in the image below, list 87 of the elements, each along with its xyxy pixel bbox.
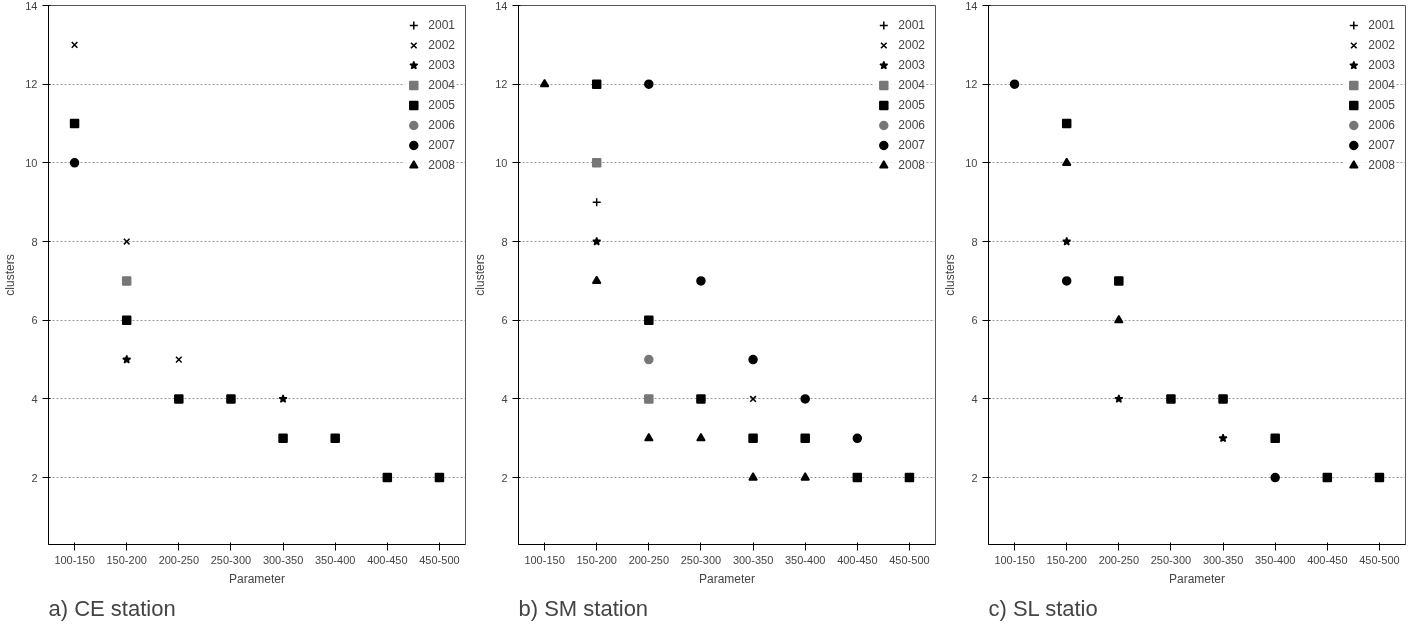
x-tick-label: 150-200 xyxy=(106,553,147,566)
legend-label: 2005 xyxy=(1368,97,1395,113)
x-axis-title: Parameter xyxy=(1168,571,1226,586)
x-tick-label: 100-150 xyxy=(524,553,565,566)
legend-label: 2004 xyxy=(1368,77,1395,93)
x-tick-label: 200-250 xyxy=(1098,553,1139,566)
text: a) CE station xyxy=(48,595,176,621)
legend-label: 2005 xyxy=(428,97,455,113)
legend-label: 2008 xyxy=(898,157,925,173)
point xyxy=(69,158,80,168)
y-tick-label: 2 xyxy=(971,471,978,484)
x-tick-label: 400-450 xyxy=(837,553,878,566)
legend-label: 2002 xyxy=(1368,37,1395,53)
legend-label: 2007 xyxy=(428,137,455,153)
x-tick-label: 300-350 xyxy=(732,553,774,566)
legend-label: 2008 xyxy=(1368,157,1395,173)
point xyxy=(226,394,236,404)
y-tick-label: 14 xyxy=(25,0,38,12)
y-tick-label: 8 xyxy=(501,235,508,248)
y-axis-title: clusters xyxy=(3,254,18,296)
legend-label: 2001 xyxy=(428,17,455,33)
legend-label: 2003 xyxy=(428,57,455,73)
x-tick-label: 450-500 xyxy=(1359,553,1400,566)
y-tick-label: 14 xyxy=(965,0,978,12)
legend-label: 2002 xyxy=(428,37,455,53)
legend-label: 2006 xyxy=(1368,117,1395,133)
y-tick-label: 14 xyxy=(495,0,508,12)
y-axis-title: clusters xyxy=(943,254,958,296)
y-tick-label: 6 xyxy=(31,314,38,327)
x-tick-label: 350-400 xyxy=(1255,553,1296,566)
x-tick-label: 300-350 xyxy=(262,553,304,566)
x-axis-title: Parameter xyxy=(228,571,286,586)
y-tick-label: 2 xyxy=(31,471,38,484)
legend-label: 2005 xyxy=(898,97,925,113)
x-tick-label: 250-300 xyxy=(210,553,252,566)
point xyxy=(278,433,288,444)
y-tick-label: 8 xyxy=(31,235,38,248)
legend-label: 2007 xyxy=(1368,137,1395,153)
x-tick-label: 100-150 xyxy=(54,553,95,566)
x-tick-label: 100-150 xyxy=(994,553,1035,566)
y-tick-label: 10 xyxy=(495,156,508,169)
y-tick-label: 12 xyxy=(495,78,508,91)
legend-label: 2006 xyxy=(898,117,925,133)
y-axis-title: clusters xyxy=(473,254,488,296)
x-tick-label: 150-200 xyxy=(1046,553,1087,566)
legend-label: 2003 xyxy=(898,57,925,73)
y-tick-label: 2 xyxy=(501,471,508,484)
point xyxy=(121,315,132,325)
y-tick-label: 4 xyxy=(31,392,38,405)
x-tick-label: 350-400 xyxy=(785,553,826,566)
y-tick-label: 4 xyxy=(971,392,978,405)
legend-label: 2002 xyxy=(898,37,925,53)
text: b) SM station xyxy=(518,595,649,621)
legend-label: 2008 xyxy=(428,157,455,173)
y-tick-label: 8 xyxy=(971,235,978,248)
x-tick-label: 450-500 xyxy=(419,553,460,566)
point xyxy=(69,118,80,129)
x-tick-label: 250-300 xyxy=(680,553,722,566)
legend-label: 2004 xyxy=(898,77,925,93)
y-tick-label: 6 xyxy=(971,314,978,327)
x-tick-label: 450-500 xyxy=(889,553,930,566)
x-tick-label: 400-450 xyxy=(367,553,408,566)
x-tick-label: 250-300 xyxy=(1150,553,1192,566)
x-tick-label: 200-250 xyxy=(628,553,669,566)
point xyxy=(382,472,393,483)
legend-label: 2007 xyxy=(898,137,925,153)
x-tick-label: 150-200 xyxy=(576,553,617,566)
legend-label: 2004 xyxy=(428,77,455,93)
y-tick-label: 12 xyxy=(965,78,978,91)
legend-label: 2001 xyxy=(1368,17,1395,33)
legend-label: 2003 xyxy=(1368,57,1395,73)
point xyxy=(174,394,184,404)
y-tick-label: 10 xyxy=(965,156,978,169)
y-tick-label: 6 xyxy=(501,314,508,327)
y-tick-label: 4 xyxy=(501,392,508,405)
y-tick-label: 12 xyxy=(25,78,38,91)
x-tick-label: 350-400 xyxy=(315,553,356,566)
point xyxy=(330,433,340,444)
point xyxy=(434,472,445,483)
y-tick-label: 10 xyxy=(25,156,38,169)
x-tick-label: 200-250 xyxy=(158,553,199,566)
text: c) SL statio xyxy=(988,595,1098,621)
legend-label: 2006 xyxy=(428,117,455,133)
legend-label: 2001 xyxy=(898,17,925,33)
x-tick-label: 400-450 xyxy=(1307,553,1348,566)
x-axis-title: Parameter xyxy=(698,571,756,586)
x-tick-label: 300-350 xyxy=(1202,553,1244,566)
